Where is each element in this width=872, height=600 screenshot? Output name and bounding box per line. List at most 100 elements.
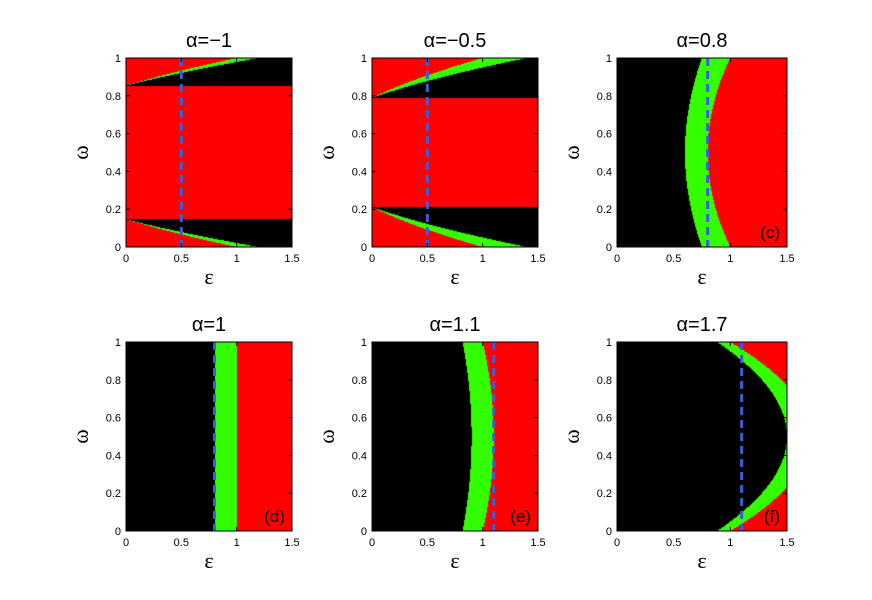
panel-tag: (a) — [264, 223, 285, 242]
x-tick-label: 0 — [614, 537, 620, 549]
y-tick-label: 0 — [606, 526, 612, 538]
x-tick-label: 0 — [614, 253, 620, 265]
y-tick-label: 0.6 — [597, 413, 612, 425]
y-tick-label: 0.6 — [106, 413, 121, 425]
plot-frame — [371, 57, 539, 248]
x-tick-label: 0.5 — [666, 253, 681, 265]
x-axis-label: ε — [697, 548, 706, 573]
x-tick-label: 1 — [480, 253, 486, 265]
x-axis-label: ε — [450, 264, 459, 289]
stability-region-map — [372, 342, 538, 531]
y-tick-label: 0.4 — [597, 166, 612, 178]
x-tick-label: 1.5 — [530, 537, 545, 549]
stability-region-map — [372, 58, 538, 247]
x-tick-label: 1.5 — [530, 253, 545, 265]
y-tick-label: 1 — [361, 337, 367, 349]
y-tick-label: 0.4 — [352, 166, 367, 178]
x-tick-label: 1.5 — [284, 537, 299, 549]
panel-5: 0 0.5 1 1.5 0 0.2 0.4 0.6 0.8 1 α=1.1 ε ω (e) — [314, 314, 546, 573]
x-tick-label: 1 — [727, 253, 733, 265]
x-tick-label: 0.5 — [666, 537, 681, 549]
y-tick-label: 0.8 — [352, 375, 367, 387]
x-axis-label: ε — [450, 548, 459, 573]
y-tick-label: 1 — [361, 53, 367, 65]
panel-tag: (c) — [760, 223, 780, 242]
x-axis-label: ε — [697, 264, 706, 289]
y-tick-label: 0.4 — [106, 450, 121, 462]
plot-frame — [371, 341, 539, 532]
x-tick-label: 0.5 — [174, 253, 189, 265]
x-tick-label: 1.5 — [779, 537, 794, 549]
y-tick-label: 0.2 — [352, 204, 367, 216]
y-tick-label: 0.8 — [352, 91, 367, 103]
stability-region-map — [126, 342, 292, 531]
x-tick-label: 1.5 — [284, 253, 299, 265]
y-tick-label: 0.8 — [597, 375, 612, 387]
panel-title: α=0.8 — [676, 30, 727, 52]
stability-region-map — [617, 342, 787, 531]
y-tick-label: 0.2 — [352, 488, 367, 500]
y-tick-label: 0.6 — [597, 129, 612, 141]
y-axis-label: ω — [559, 145, 584, 159]
y-tick-label: 1 — [115, 53, 121, 65]
panel-title: α=−0.5 — [424, 30, 487, 52]
panel-2: 0 0.5 1 1.5 0 0.2 0.4 0.6 0.8 1 α=−0.5 ε ω (b) — [314, 30, 546, 289]
plot-frame — [125, 341, 293, 532]
y-tick-label: 0.2 — [597, 204, 612, 216]
y-tick-label: 0.6 — [352, 129, 367, 141]
y-axis-label: ω — [314, 145, 339, 159]
panel-title: α=1.7 — [676, 314, 727, 336]
x-axis-label: ε — [204, 548, 213, 573]
y-axis-label: ω — [314, 429, 339, 443]
x-tick-label: 0 — [369, 253, 375, 265]
panel-tag: (f) — [764, 507, 780, 526]
panel-1: 0 0.5 1 1.5 0 0.2 0.4 0.6 0.8 1 α=−1 ε ω (a) — [68, 30, 300, 289]
y-tick-label: 0 — [606, 242, 612, 254]
y-tick-label: 0.6 — [106, 129, 121, 141]
panel-title: α=1 — [192, 314, 226, 336]
y-tick-label: 1 — [606, 337, 612, 349]
panel-tag: (e) — [510, 507, 531, 526]
panel-tag: (b) — [510, 223, 531, 242]
y-tick-label: 0.6 — [352, 413, 367, 425]
y-tick-label: 0.2 — [106, 204, 121, 216]
x-axis-label: ε — [204, 264, 213, 289]
stability-region-map — [617, 58, 787, 247]
y-tick-label: 0 — [361, 526, 367, 538]
x-tick-label: 0.5 — [420, 253, 435, 265]
x-tick-label: 1.5 — [779, 253, 794, 265]
x-tick-label: 1 — [234, 537, 240, 549]
y-tick-label: 0.4 — [106, 166, 121, 178]
y-tick-label: 0.8 — [106, 91, 121, 103]
plot-frame — [125, 57, 293, 248]
y-tick-label: 0.8 — [597, 91, 612, 103]
y-tick-label: 0.4 — [352, 450, 367, 462]
x-tick-label: 0 — [123, 537, 129, 549]
y-tick-label: 0.2 — [106, 488, 121, 500]
panel-6: 0 0.5 1 1.5 0 0.2 0.4 0.6 0.8 1 α=1.7 ε ω (f) — [559, 314, 795, 573]
y-axis-label: ω — [559, 429, 584, 443]
x-tick-label: 0 — [369, 537, 375, 549]
y-tick-label: 0.8 — [106, 375, 121, 387]
y-axis-label: ω — [68, 429, 93, 443]
x-tick-label: 1 — [480, 537, 486, 549]
panel-title: α=−1 — [186, 30, 232, 52]
y-tick-label: 0 — [361, 242, 367, 254]
x-tick-label: 1 — [234, 253, 240, 265]
stability-region-map — [126, 58, 292, 247]
x-tick-label: 1 — [727, 537, 733, 549]
y-tick-label: 0 — [115, 526, 121, 538]
plot-frame — [616, 341, 788, 532]
plot-frame — [616, 57, 788, 248]
y-tick-label: 0 — [115, 242, 121, 254]
y-axis-label: ω — [68, 145, 93, 159]
x-tick-label: 0 — [123, 253, 129, 265]
x-tick-label: 0.5 — [174, 537, 189, 549]
x-tick-label: 0.5 — [420, 537, 435, 549]
panel-title: α=1.1 — [429, 314, 480, 336]
y-tick-label: 1 — [115, 337, 121, 349]
panel-tag: (d) — [264, 507, 285, 526]
panel-4: 0 0.5 1 1.5 0 0.2 0.4 0.6 0.8 1 α=1 ε ω (d) — [68, 314, 300, 573]
y-tick-label: 0.2 — [597, 488, 612, 500]
